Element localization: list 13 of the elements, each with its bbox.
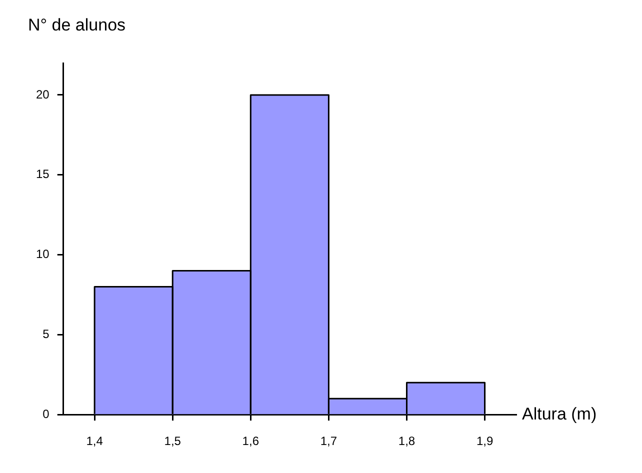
x-tick-label: 1,5 (164, 434, 182, 448)
x-axis-title: Altura (m) (522, 404, 597, 424)
x-tick-label: 1,9 (476, 434, 494, 448)
x-tick-label: 1,7 (320, 434, 338, 448)
x-tick-label: 1,4 (86, 434, 104, 448)
y-axis-title: N° de alunos (28, 16, 126, 35)
y-tick-label: 15 (36, 167, 50, 182)
x-tick-label: 1,8 (398, 434, 416, 448)
y-tick-label: 20 (36, 87, 50, 102)
y-tick-label: 0 (42, 406, 50, 421)
x-tick-label: 1,6 (242, 434, 260, 448)
y-tick-label: 5 (42, 327, 50, 342)
y-tick-label: 10 (36, 247, 50, 262)
